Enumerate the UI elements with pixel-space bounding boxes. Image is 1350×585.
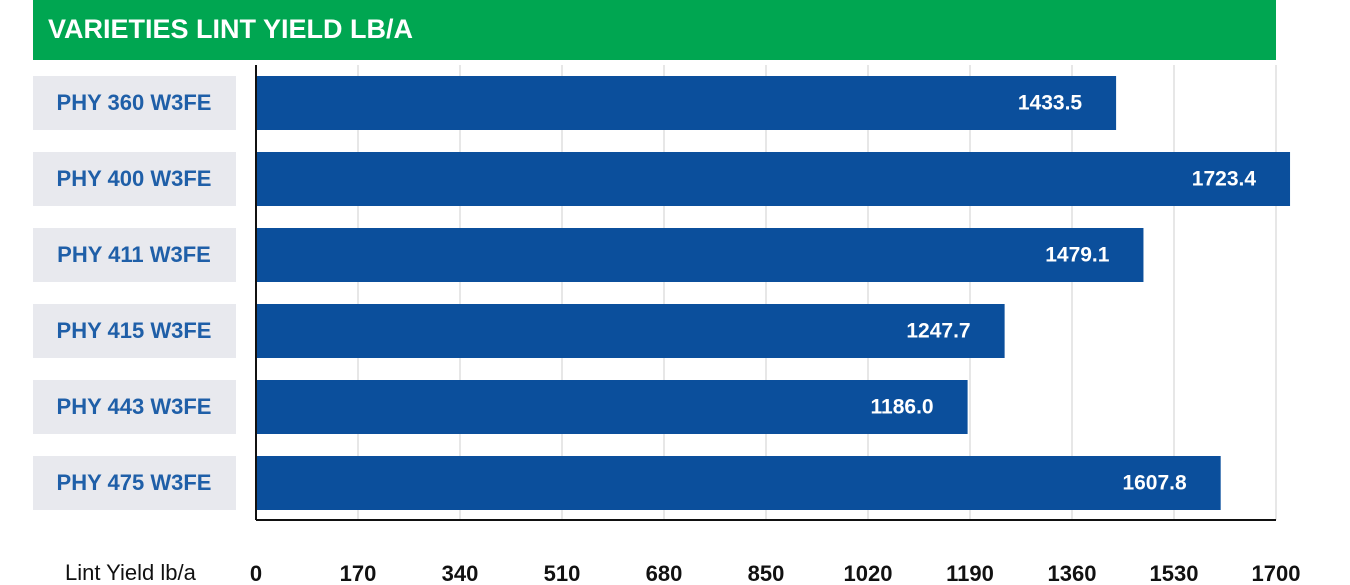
category-box xyxy=(33,380,236,434)
bar xyxy=(256,304,1005,358)
x-tick-label: 1190 xyxy=(946,561,994,585)
x-tick-label: 510 xyxy=(544,561,581,585)
x-tick-label: 1020 xyxy=(844,561,893,585)
category-box xyxy=(33,228,236,282)
category-box xyxy=(33,152,236,206)
chart-title: VARIETIES LINT YIELD LB/A xyxy=(48,14,413,44)
x-tick-label: 850 xyxy=(748,561,785,585)
data-label: 1247.7 xyxy=(906,320,970,343)
y-tick-label: PHY 443 W3FE xyxy=(57,394,212,419)
y-tick-label: PHY 475 W3FE xyxy=(57,470,212,495)
y-tick-label: PHY 360 W3FE xyxy=(57,90,212,115)
y-tick-label: PHY 415 W3FE xyxy=(57,318,212,343)
bar xyxy=(256,76,1117,130)
x-tick-label: 340 xyxy=(442,561,479,585)
bar xyxy=(256,152,1291,206)
x-tick-label: 1360 xyxy=(1048,561,1097,585)
x-tick-label: 1700 xyxy=(1252,561,1301,585)
category-box xyxy=(33,304,236,358)
data-label: 1186.0 xyxy=(871,396,934,419)
category-box xyxy=(33,76,236,130)
bar xyxy=(256,380,968,434)
x-axis-label: Lint Yield lb/a xyxy=(65,560,197,585)
y-tick-label: PHY 400 W3FE xyxy=(57,166,212,191)
category-box xyxy=(33,456,236,510)
data-label: 1433.5 xyxy=(1018,92,1083,115)
title-bar xyxy=(33,0,1276,60)
data-label: 1479.1 xyxy=(1045,244,1110,267)
data-label: 1723.4 xyxy=(1192,168,1257,191)
x-tick-label: 170 xyxy=(340,561,377,585)
x-tick-label: 0 xyxy=(250,561,262,585)
x-tick-label: 1530 xyxy=(1150,561,1199,585)
bar xyxy=(256,456,1221,510)
x-tick-label: 680 xyxy=(646,561,683,585)
data-label: 1607.8 xyxy=(1122,472,1187,495)
y-tick-label: PHY 411 W3FE xyxy=(57,242,211,267)
bar xyxy=(256,228,1144,282)
